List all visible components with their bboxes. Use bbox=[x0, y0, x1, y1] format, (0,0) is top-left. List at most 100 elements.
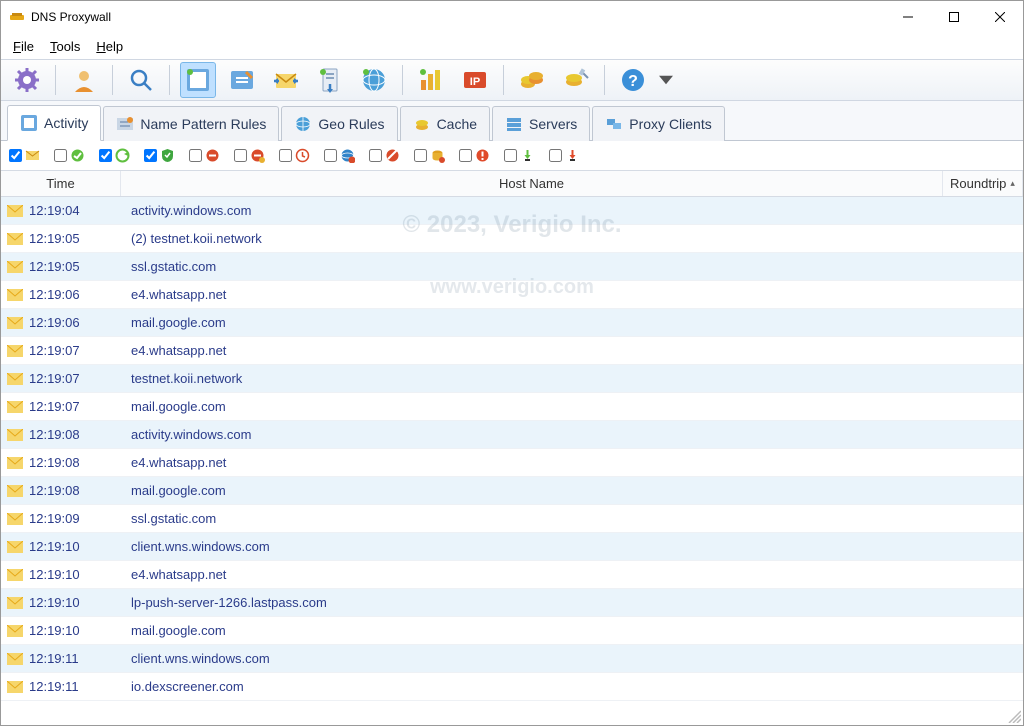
minimize-button[interactable] bbox=[885, 1, 931, 33]
table-row[interactable]: 12:19:04activity.windows.com bbox=[1, 197, 1023, 225]
filter-globe-warn-checkbox[interactable] bbox=[369, 149, 382, 162]
dropdown-button[interactable] bbox=[659, 62, 673, 98]
table-row[interactable]: 12:19:11client.wns.windows.com bbox=[1, 645, 1023, 673]
mail-icon bbox=[1, 261, 29, 273]
table-row[interactable]: 12:19:07mail.google.com bbox=[1, 393, 1023, 421]
tab-clients-label: Proxy Clients bbox=[629, 116, 711, 132]
tab-servers[interactable]: Servers bbox=[492, 106, 590, 141]
table-row[interactable]: 12:19:11io.dexscreener.com bbox=[1, 673, 1023, 701]
table-row[interactable]: 12:19:06e4.whatsapp.net bbox=[1, 281, 1023, 309]
tab-geo[interactable]: Geo Rules bbox=[281, 106, 397, 141]
filter-down[interactable] bbox=[504, 148, 535, 163]
filter-shield-checkbox[interactable] bbox=[144, 149, 157, 162]
column-host[interactable]: Host Name bbox=[121, 171, 943, 196]
maximize-button[interactable] bbox=[931, 1, 977, 33]
tab-cache[interactable]: Cache bbox=[400, 106, 490, 141]
cache-button[interactable] bbox=[514, 62, 550, 98]
table-row[interactable]: 12:19:08activity.windows.com bbox=[1, 421, 1023, 449]
table-row[interactable]: 12:19:10mail.google.com bbox=[1, 617, 1023, 645]
filter-down-warn[interactable] bbox=[549, 148, 580, 163]
user-button[interactable] bbox=[66, 62, 102, 98]
settings-button[interactable] bbox=[9, 62, 45, 98]
menu-help-rest: elp bbox=[106, 39, 123, 54]
tab-activity[interactable]: Activity bbox=[7, 105, 101, 141]
filter-down-warn-checkbox[interactable] bbox=[549, 149, 562, 162]
table-row[interactable]: 12:19:07testnet.koii.network bbox=[1, 365, 1023, 393]
mail-icon bbox=[1, 653, 29, 665]
filter-alert[interactable] bbox=[459, 148, 490, 163]
alert-icon bbox=[475, 148, 490, 163]
filter-shield[interactable] bbox=[144, 148, 175, 163]
cell-host: testnet.koii.network bbox=[121, 371, 943, 386]
filter-db-warn[interactable] bbox=[414, 148, 445, 163]
column-roundtrip[interactable]: Roundtrip bbox=[943, 171, 1023, 196]
table-row[interactable]: 12:19:10lp-push-server-1266.lastpass.com bbox=[1, 589, 1023, 617]
cell-time: 12:19:07 bbox=[29, 371, 121, 386]
filter-block2[interactable] bbox=[234, 148, 265, 163]
patterns-icon bbox=[116, 115, 134, 133]
table-row[interactable]: 12:19:05ssl.gstatic.com bbox=[1, 253, 1023, 281]
cell-host: (2) testnet.koii.network bbox=[121, 231, 943, 246]
cell-time: 12:19:05 bbox=[29, 259, 121, 274]
menu-file[interactable]: File bbox=[7, 37, 40, 56]
globe-block-icon bbox=[340, 148, 355, 163]
filter-block[interactable] bbox=[189, 148, 220, 163]
filter-refresh-checkbox[interactable] bbox=[99, 149, 112, 162]
tab-geo-label: Geo Rules bbox=[318, 116, 384, 132]
filter-globe-block[interactable] bbox=[324, 148, 355, 163]
search-button[interactable] bbox=[123, 62, 159, 98]
mail-rules-button[interactable] bbox=[268, 62, 304, 98]
table-row[interactable]: 12:19:10e4.whatsapp.net bbox=[1, 561, 1023, 589]
svg-text:IP: IP bbox=[470, 76, 480, 88]
resize-grip[interactable] bbox=[1005, 707, 1021, 723]
tab-patterns[interactable]: Name Pattern Rules bbox=[103, 106, 279, 141]
menu-tools[interactable]: Tools bbox=[44, 37, 86, 56]
table-body[interactable]: 12:19:04activity.windows.com12:19:05 (2)… bbox=[1, 197, 1023, 725]
table-row[interactable]: 12:19:08e4.whatsapp.net bbox=[1, 449, 1023, 477]
filter-refresh[interactable] bbox=[99, 148, 130, 163]
menu-help[interactable]: Help bbox=[90, 37, 129, 56]
filter-mail-checkbox[interactable] bbox=[9, 149, 22, 162]
mail-icon bbox=[1, 345, 29, 357]
table-row[interactable]: 12:19:07e4.whatsapp.net bbox=[1, 337, 1023, 365]
stats-button[interactable] bbox=[413, 62, 449, 98]
globe-button[interactable] bbox=[356, 62, 392, 98]
globe-warn-icon bbox=[385, 148, 400, 163]
column-time[interactable]: Time bbox=[1, 171, 121, 196]
cache-clean-button[interactable] bbox=[558, 62, 594, 98]
table-row[interactable]: 12:19:10client.wns.windows.com bbox=[1, 533, 1023, 561]
table-row[interactable]: 12:19:08mail.google.com bbox=[1, 477, 1023, 505]
shield-icon bbox=[160, 148, 175, 163]
table-row[interactable]: 12:19:06mail.google.com bbox=[1, 309, 1023, 337]
cell-host: lp-push-server-1266.lastpass.com bbox=[121, 595, 943, 610]
mail-icon bbox=[1, 401, 29, 413]
filter-ok[interactable] bbox=[54, 148, 85, 163]
filter-clock[interactable] bbox=[279, 148, 310, 163]
cell-host: e4.whatsapp.net bbox=[121, 455, 943, 470]
filter-mail[interactable] bbox=[9, 148, 40, 163]
activity-table: Time Host Name Roundtrip 12:19:04activit… bbox=[1, 171, 1023, 725]
filter-db-warn-checkbox[interactable] bbox=[414, 149, 427, 162]
toolbar-separator bbox=[112, 65, 113, 95]
activity-button[interactable] bbox=[180, 62, 216, 98]
filter-clock-checkbox[interactable] bbox=[279, 149, 292, 162]
filter-down-checkbox[interactable] bbox=[504, 149, 517, 162]
cell-host: mail.google.com bbox=[121, 623, 943, 638]
table-row[interactable]: 12:19:05 (2) testnet.koii.network bbox=[1, 225, 1023, 253]
export-button[interactable] bbox=[312, 62, 348, 98]
tab-clients[interactable]: Proxy Clients bbox=[592, 106, 724, 141]
filter-ok-checkbox[interactable] bbox=[54, 149, 67, 162]
close-button[interactable] bbox=[977, 1, 1023, 33]
filter-globe-warn[interactable] bbox=[369, 148, 400, 163]
table-row[interactable]: 12:19:09ssl.gstatic.com bbox=[1, 505, 1023, 533]
filter-block2-checkbox[interactable] bbox=[234, 149, 247, 162]
mail-icon bbox=[1, 205, 29, 217]
patterns-button[interactable] bbox=[224, 62, 260, 98]
filter-alert-checkbox[interactable] bbox=[459, 149, 472, 162]
filter-block-checkbox[interactable] bbox=[189, 149, 202, 162]
cell-time: 12:19:08 bbox=[29, 427, 121, 442]
filter-globe-block-checkbox[interactable] bbox=[324, 149, 337, 162]
ip-button[interactable]: IP bbox=[457, 62, 493, 98]
help-button[interactable]: ? bbox=[615, 62, 651, 98]
cell-host: client.wns.windows.com bbox=[121, 651, 943, 666]
